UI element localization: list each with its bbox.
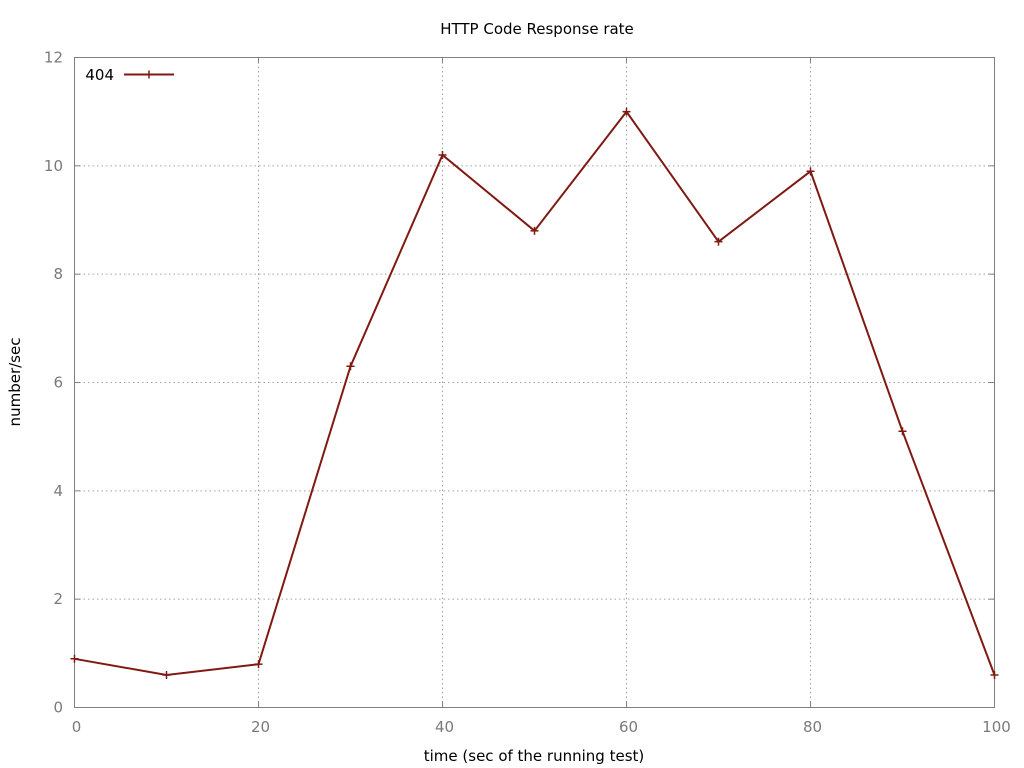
legend: 404: [85, 66, 174, 84]
data-point: [254, 660, 263, 669]
data-point: [162, 671, 171, 679]
legend-label-404: 404: [85, 66, 114, 84]
y-tick-label: 8: [53, 265, 63, 283]
data-point: [530, 226, 539, 235]
y-tick-label: 6: [53, 374, 63, 392]
legend-marker-plus-icon: [145, 70, 153, 79]
y-tick-label: 10: [44, 157, 63, 175]
series-line-404: [74, 110, 996, 677]
x-axis-label: time (sec of the running test): [424, 747, 645, 765]
x-tick-label: 60: [619, 718, 638, 736]
y-axis-label: number/sec: [6, 338, 24, 427]
data-point: [990, 671, 999, 679]
data-point: [346, 362, 355, 371]
y-tick-label: 2: [53, 590, 63, 608]
series-layer: [70, 107, 999, 679]
y-tick-label: 12: [44, 49, 63, 67]
data-point: [898, 427, 907, 436]
x-tick-label: 80: [803, 718, 822, 736]
data-point: [70, 654, 79, 663]
data-point: [714, 237, 723, 246]
grid: [74, 57, 995, 708]
x-tick-label: 0: [72, 718, 82, 736]
x-tick-label: 40: [435, 718, 454, 736]
x-tick-label: 20: [251, 718, 270, 736]
y-tick-label: 0: [53, 699, 63, 717]
data-point: [438, 151, 447, 159]
y-tick-label: 4: [53, 482, 63, 500]
axis-ticks: 0 20 40 60 80 100 0 2 4 6 8 10 12: [44, 49, 1011, 737]
data-point: [622, 107, 631, 116]
chart-title: HTTP Code Response rate: [440, 20, 634, 38]
data-point: [806, 167, 815, 176]
x-tick-label: 100: [982, 718, 1011, 736]
